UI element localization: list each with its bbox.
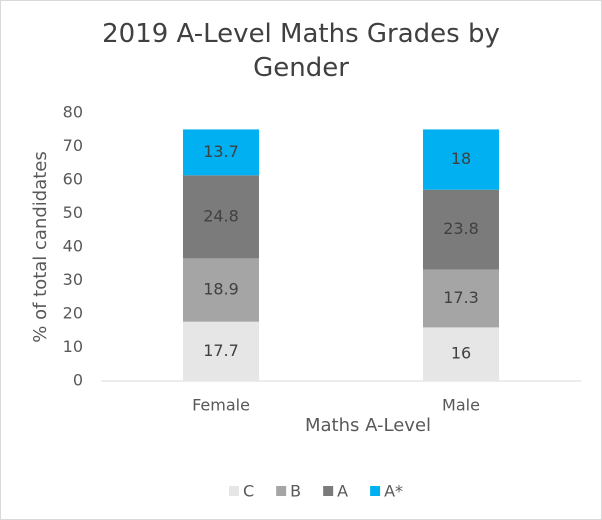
data-label: 13.7 xyxy=(203,142,239,161)
data-label: 18 xyxy=(451,149,471,168)
legend-swatch xyxy=(229,486,239,496)
y-tick-label: 0 xyxy=(73,371,83,390)
x-axis-label: Maths A-Level xyxy=(305,415,431,436)
x-tick-label: Female xyxy=(192,396,250,415)
legend-label: A* xyxy=(384,482,403,501)
bar-segment xyxy=(423,129,499,190)
data-label: 17.3 xyxy=(443,288,479,307)
y-axis-label: % of total candidates xyxy=(30,151,51,343)
data-label: 16 xyxy=(451,344,471,363)
y-tick-label: 50 xyxy=(63,203,83,222)
chart-title: 2019 A-Level Maths Grades by Gender xyxy=(102,19,500,83)
legend-label: A xyxy=(337,482,348,501)
legend-swatch xyxy=(323,486,334,496)
y-tick-label: 70 xyxy=(63,136,83,155)
bar-segment xyxy=(183,258,259,322)
data-label: 23.8 xyxy=(443,219,479,238)
y-tick-label: 30 xyxy=(63,270,83,289)
y-tick-label: 20 xyxy=(63,304,83,323)
bar-segment xyxy=(423,189,499,270)
bar-segment xyxy=(183,321,259,381)
data-label: 18.9 xyxy=(203,280,239,299)
bar-segment xyxy=(183,129,259,176)
x-tick-label: Male xyxy=(442,396,480,415)
y-tick-label: 60 xyxy=(63,170,83,189)
data-label: 24.8 xyxy=(203,206,239,225)
y-tick-label: 40 xyxy=(63,237,83,256)
y-tick-label: 10 xyxy=(63,337,83,356)
legend-swatch xyxy=(276,486,287,496)
legend-swatch xyxy=(370,486,381,496)
bar-segment xyxy=(423,269,499,328)
legend-label: C xyxy=(243,482,254,501)
bar-segment xyxy=(423,327,499,381)
data-label: 17.7 xyxy=(203,341,239,360)
bar-segment xyxy=(183,175,259,259)
legend-label: B xyxy=(290,482,301,501)
y-tick-label: 80 xyxy=(63,103,83,122)
